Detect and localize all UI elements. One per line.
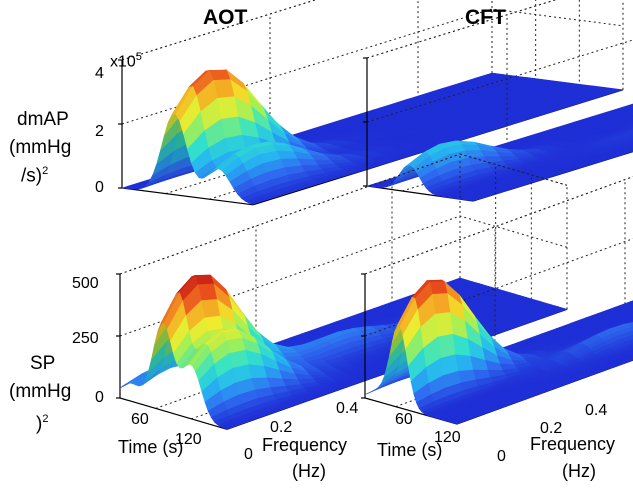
freq-tick-04-right: 0.4	[585, 403, 607, 419]
y-label-dmap-sup: 2	[42, 165, 48, 177]
grid-line	[122, 0, 492, 60]
scale-exponent: 5	[136, 51, 142, 63]
freq-unit-left: (Hz)	[292, 462, 326, 480]
z-tick-sp-250: 250	[72, 331, 99, 347]
time-tick-60-left: 60	[131, 412, 149, 428]
time-axis-label-left: Time (s)	[118, 438, 183, 456]
y-label-sp-line2: (mmHg	[9, 382, 71, 401]
scale-base: x10	[110, 53, 136, 70]
y-label-sp-line3: )2	[36, 414, 48, 433]
y-label-dmap-line1: dmAP	[17, 110, 69, 129]
freq-tick-04-left: 0.4	[336, 401, 358, 417]
y-label-dmap-line3: /s)2	[21, 166, 48, 185]
z-tick-dmap-2: 2	[95, 124, 104, 140]
y-label-sp-sup: 2	[42, 413, 48, 425]
y-label-dmap-unit: /s)	[21, 165, 42, 186]
freq-unit-right: (Hz)	[562, 462, 596, 480]
z-tick-dmap-4: 4	[95, 66, 104, 82]
surface-cell	[432, 293, 450, 314]
time-tick-60-right: 60	[395, 412, 413, 428]
freq-axis-label-right: Frequency	[530, 435, 615, 453]
scale-multiplier: x105	[110, 52, 142, 70]
column-title-cft: CFT	[465, 7, 506, 28]
surface-cell	[438, 334, 456, 358]
surface-cell	[435, 312, 453, 337]
z-tick-sp-0: 0	[95, 390, 104, 406]
freq-tick-02-left: 0.2	[270, 420, 292, 436]
z-tick-dmap-0: 0	[95, 180, 104, 196]
column-title-aot: AOT	[203, 7, 247, 28]
freq-axis-label-left: Frequency	[262, 436, 347, 454]
surface-cell	[430, 282, 448, 295]
freq-tick-0-left: 0	[244, 447, 253, 463]
surface-cell	[455, 355, 473, 372]
y-label-sp-line1: SP	[30, 354, 55, 373]
time-axis-label-right: Time (s)	[377, 441, 442, 459]
y-label-dmap-line2: (mmHg	[9, 138, 71, 157]
freq-tick-0-right: 0	[497, 449, 506, 465]
grid-line	[122, 0, 623, 60]
z-tick-sp-500: 500	[72, 276, 99, 292]
